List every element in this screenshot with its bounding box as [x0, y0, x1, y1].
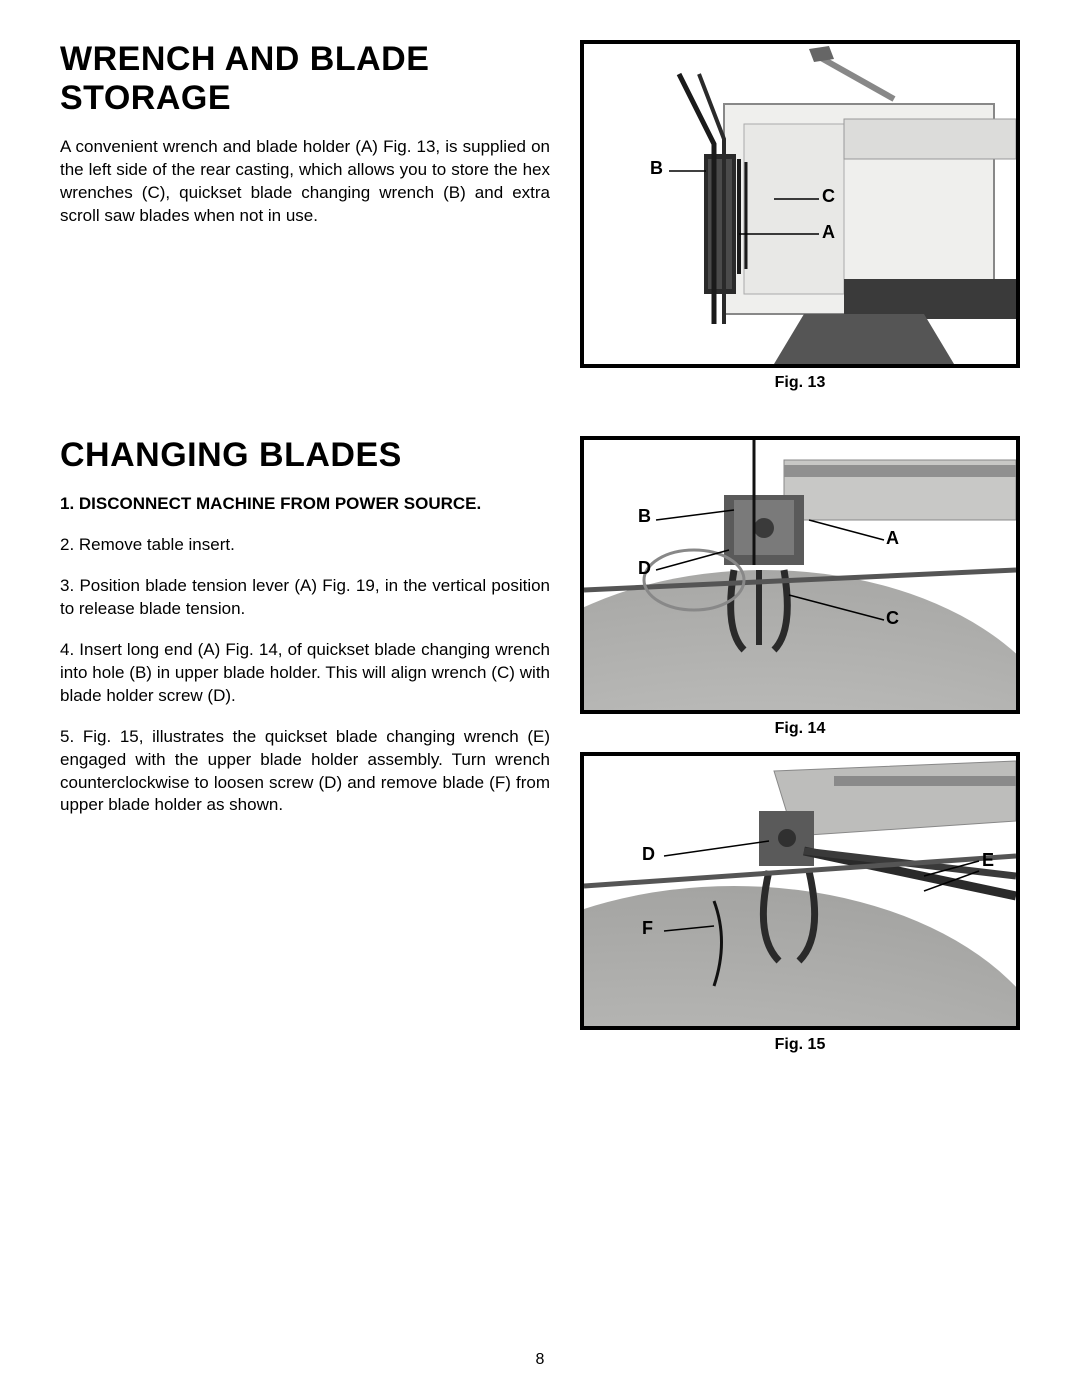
fig13-label-a: A [822, 222, 835, 243]
fig15-caption: Fig. 15 [580, 1036, 1020, 1054]
fig14-label-d: D [638, 558, 651, 579]
fig13-label-c: C [822, 186, 835, 207]
section-changing-blades: CHANGING BLADES 1. DISCONNECT MACHINE FR… [60, 436, 1020, 1068]
fig13-caption: Fig. 13 [580, 374, 1020, 392]
step-1: 1. DISCONNECT MACHINE FROM POWER SOURCE. [60, 493, 550, 516]
fig15-label-e: E [982, 850, 994, 871]
heading-changing-blades: CHANGING BLADES [60, 436, 550, 475]
paragraph-wrench-storage: A convenient wrench and blade holder (A)… [60, 136, 550, 228]
fig14-label-c: C [886, 608, 899, 629]
step-3: 3. Position blade tension lever (A) Fig.… [60, 575, 550, 621]
figure-14: B D A C [580, 436, 1020, 714]
figure-13: B C A [580, 40, 1020, 368]
fig15-label-f: F [642, 918, 653, 939]
fig13-label-b: B [650, 158, 663, 179]
figures-col-2: B D A C Fig. 14 [580, 436, 1020, 1068]
figure13-col: B C A Fig. 13 [580, 40, 1020, 406]
fig14-caption: Fig. 14 [580, 720, 1020, 738]
figure-15-svg [584, 756, 1016, 1026]
section1-text: WRENCH AND BLADE STORAGE A convenient wr… [60, 40, 550, 406]
fig14-label-b: B [638, 506, 651, 527]
page-number: 8 [0, 1351, 1080, 1369]
figure-15: D F E [580, 752, 1020, 1030]
fig15-label-d: D [642, 844, 655, 865]
step-2: 2. Remove table insert. [60, 534, 550, 557]
figure-13-svg [584, 44, 1016, 364]
step-5: 5. Fig. 15, illustrates the quickset bla… [60, 726, 550, 818]
heading-wrench-storage: WRENCH AND BLADE STORAGE [60, 40, 550, 118]
section2-text: CHANGING BLADES 1. DISCONNECT MACHINE FR… [60, 436, 550, 1068]
step-4: 4. Insert long end (A) Fig. 14, of quick… [60, 639, 550, 708]
section-wrench-storage: WRENCH AND BLADE STORAGE A convenient wr… [60, 40, 1020, 406]
fig14-label-a: A [886, 528, 899, 549]
